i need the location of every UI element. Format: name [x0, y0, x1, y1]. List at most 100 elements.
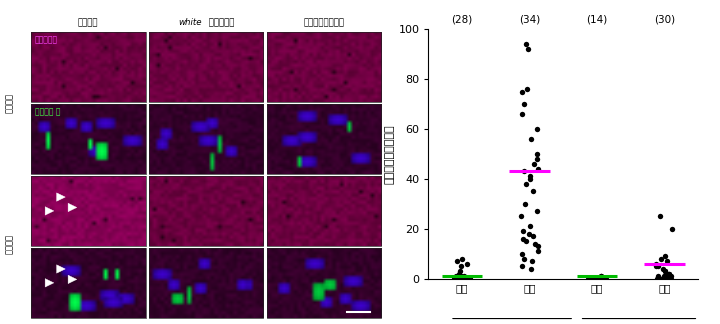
Point	[451, 276, 462, 281]
Bar	[266, 248, 382, 318]
Text: 老齢個体: 老齢個体	[5, 234, 14, 254]
Point	[657, 266, 669, 271]
Point	[522, 47, 534, 52]
Point	[664, 276, 675, 281]
Bar	[266, 32, 382, 102]
Point	[524, 224, 536, 229]
Bar	[149, 104, 264, 174]
Bar	[31, 176, 145, 246]
Bar	[266, 32, 382, 102]
Point	[585, 276, 597, 281]
Point	[531, 126, 543, 132]
Point	[516, 264, 528, 269]
Y-axis label: 分裂中の腸幹細胞数: 分裂中の腸幹細胞数	[384, 124, 395, 184]
Point	[453, 273, 464, 279]
Point	[459, 273, 470, 279]
Point	[532, 166, 544, 171]
Point	[597, 276, 608, 281]
Point	[450, 276, 462, 281]
Point	[518, 169, 530, 174]
Point	[458, 276, 469, 281]
Point	[516, 251, 528, 256]
Point	[531, 151, 542, 156]
Point	[454, 276, 466, 281]
Bar	[149, 176, 264, 246]
Point	[596, 276, 608, 281]
Point	[651, 276, 662, 281]
Point	[528, 161, 540, 167]
Point	[521, 238, 532, 244]
Point	[657, 276, 668, 281]
Point	[462, 261, 473, 266]
Point	[451, 259, 463, 264]
Point	[651, 264, 662, 269]
Point	[592, 276, 603, 281]
Point	[666, 273, 678, 279]
Point	[526, 259, 537, 264]
Point	[661, 259, 672, 264]
Bar	[266, 248, 382, 318]
Point	[661, 276, 672, 281]
Point	[656, 276, 667, 281]
Point	[456, 256, 468, 261]
Bar	[31, 104, 145, 174]
Point	[654, 214, 666, 219]
Point	[527, 189, 539, 194]
Point	[450, 273, 462, 279]
Point	[525, 174, 536, 179]
Point	[658, 273, 670, 279]
Point	[460, 276, 472, 281]
Point	[520, 201, 531, 206]
Point	[458, 276, 469, 281]
Bar	[31, 248, 145, 318]
Point	[663, 271, 675, 276]
Point	[456, 264, 467, 269]
Point	[523, 231, 534, 236]
Point	[448, 276, 459, 281]
Point	[461, 276, 472, 281]
Bar	[31, 32, 145, 102]
Point	[532, 249, 544, 254]
Point	[652, 273, 664, 279]
Text: 葉酸代謝酵素抑制: 葉酸代謝酵素抑制	[303, 18, 344, 27]
Point	[656, 256, 667, 261]
Point	[518, 101, 530, 107]
Point	[516, 89, 528, 94]
Point	[652, 276, 663, 281]
Point	[453, 271, 464, 276]
Point	[529, 241, 541, 246]
Point	[660, 271, 672, 276]
Point	[517, 111, 528, 117]
Point	[516, 214, 527, 219]
Bar	[31, 32, 145, 102]
Point	[595, 273, 607, 279]
Point	[450, 276, 462, 281]
Point	[521, 87, 532, 92]
Point	[517, 236, 528, 241]
Point	[451, 276, 463, 281]
Point	[526, 266, 537, 271]
Point	[524, 176, 536, 181]
Point	[652, 264, 664, 269]
Bar	[149, 32, 264, 102]
Point	[662, 273, 674, 279]
Point	[659, 254, 670, 259]
Bar	[266, 104, 382, 174]
Text: 葉酸代謝物: 葉酸代謝物	[35, 36, 58, 45]
Bar	[31, 176, 145, 246]
Point	[656, 276, 667, 281]
Bar	[149, 104, 264, 174]
Bar	[149, 248, 264, 318]
Point	[451, 276, 462, 281]
Point	[656, 276, 667, 281]
Point	[664, 271, 675, 276]
Text: (34): (34)	[519, 14, 540, 24]
Point	[651, 261, 662, 266]
Point	[464, 276, 476, 281]
Bar	[31, 104, 145, 174]
Text: 耳幹細胞 核: 耳幹細胞 核	[35, 108, 60, 117]
Text: 遺伝子抑制: 遺伝子抑制	[206, 18, 235, 27]
Point	[597, 276, 608, 281]
Point	[455, 273, 467, 279]
Text: 若齢個体: 若齢個体	[5, 93, 14, 113]
